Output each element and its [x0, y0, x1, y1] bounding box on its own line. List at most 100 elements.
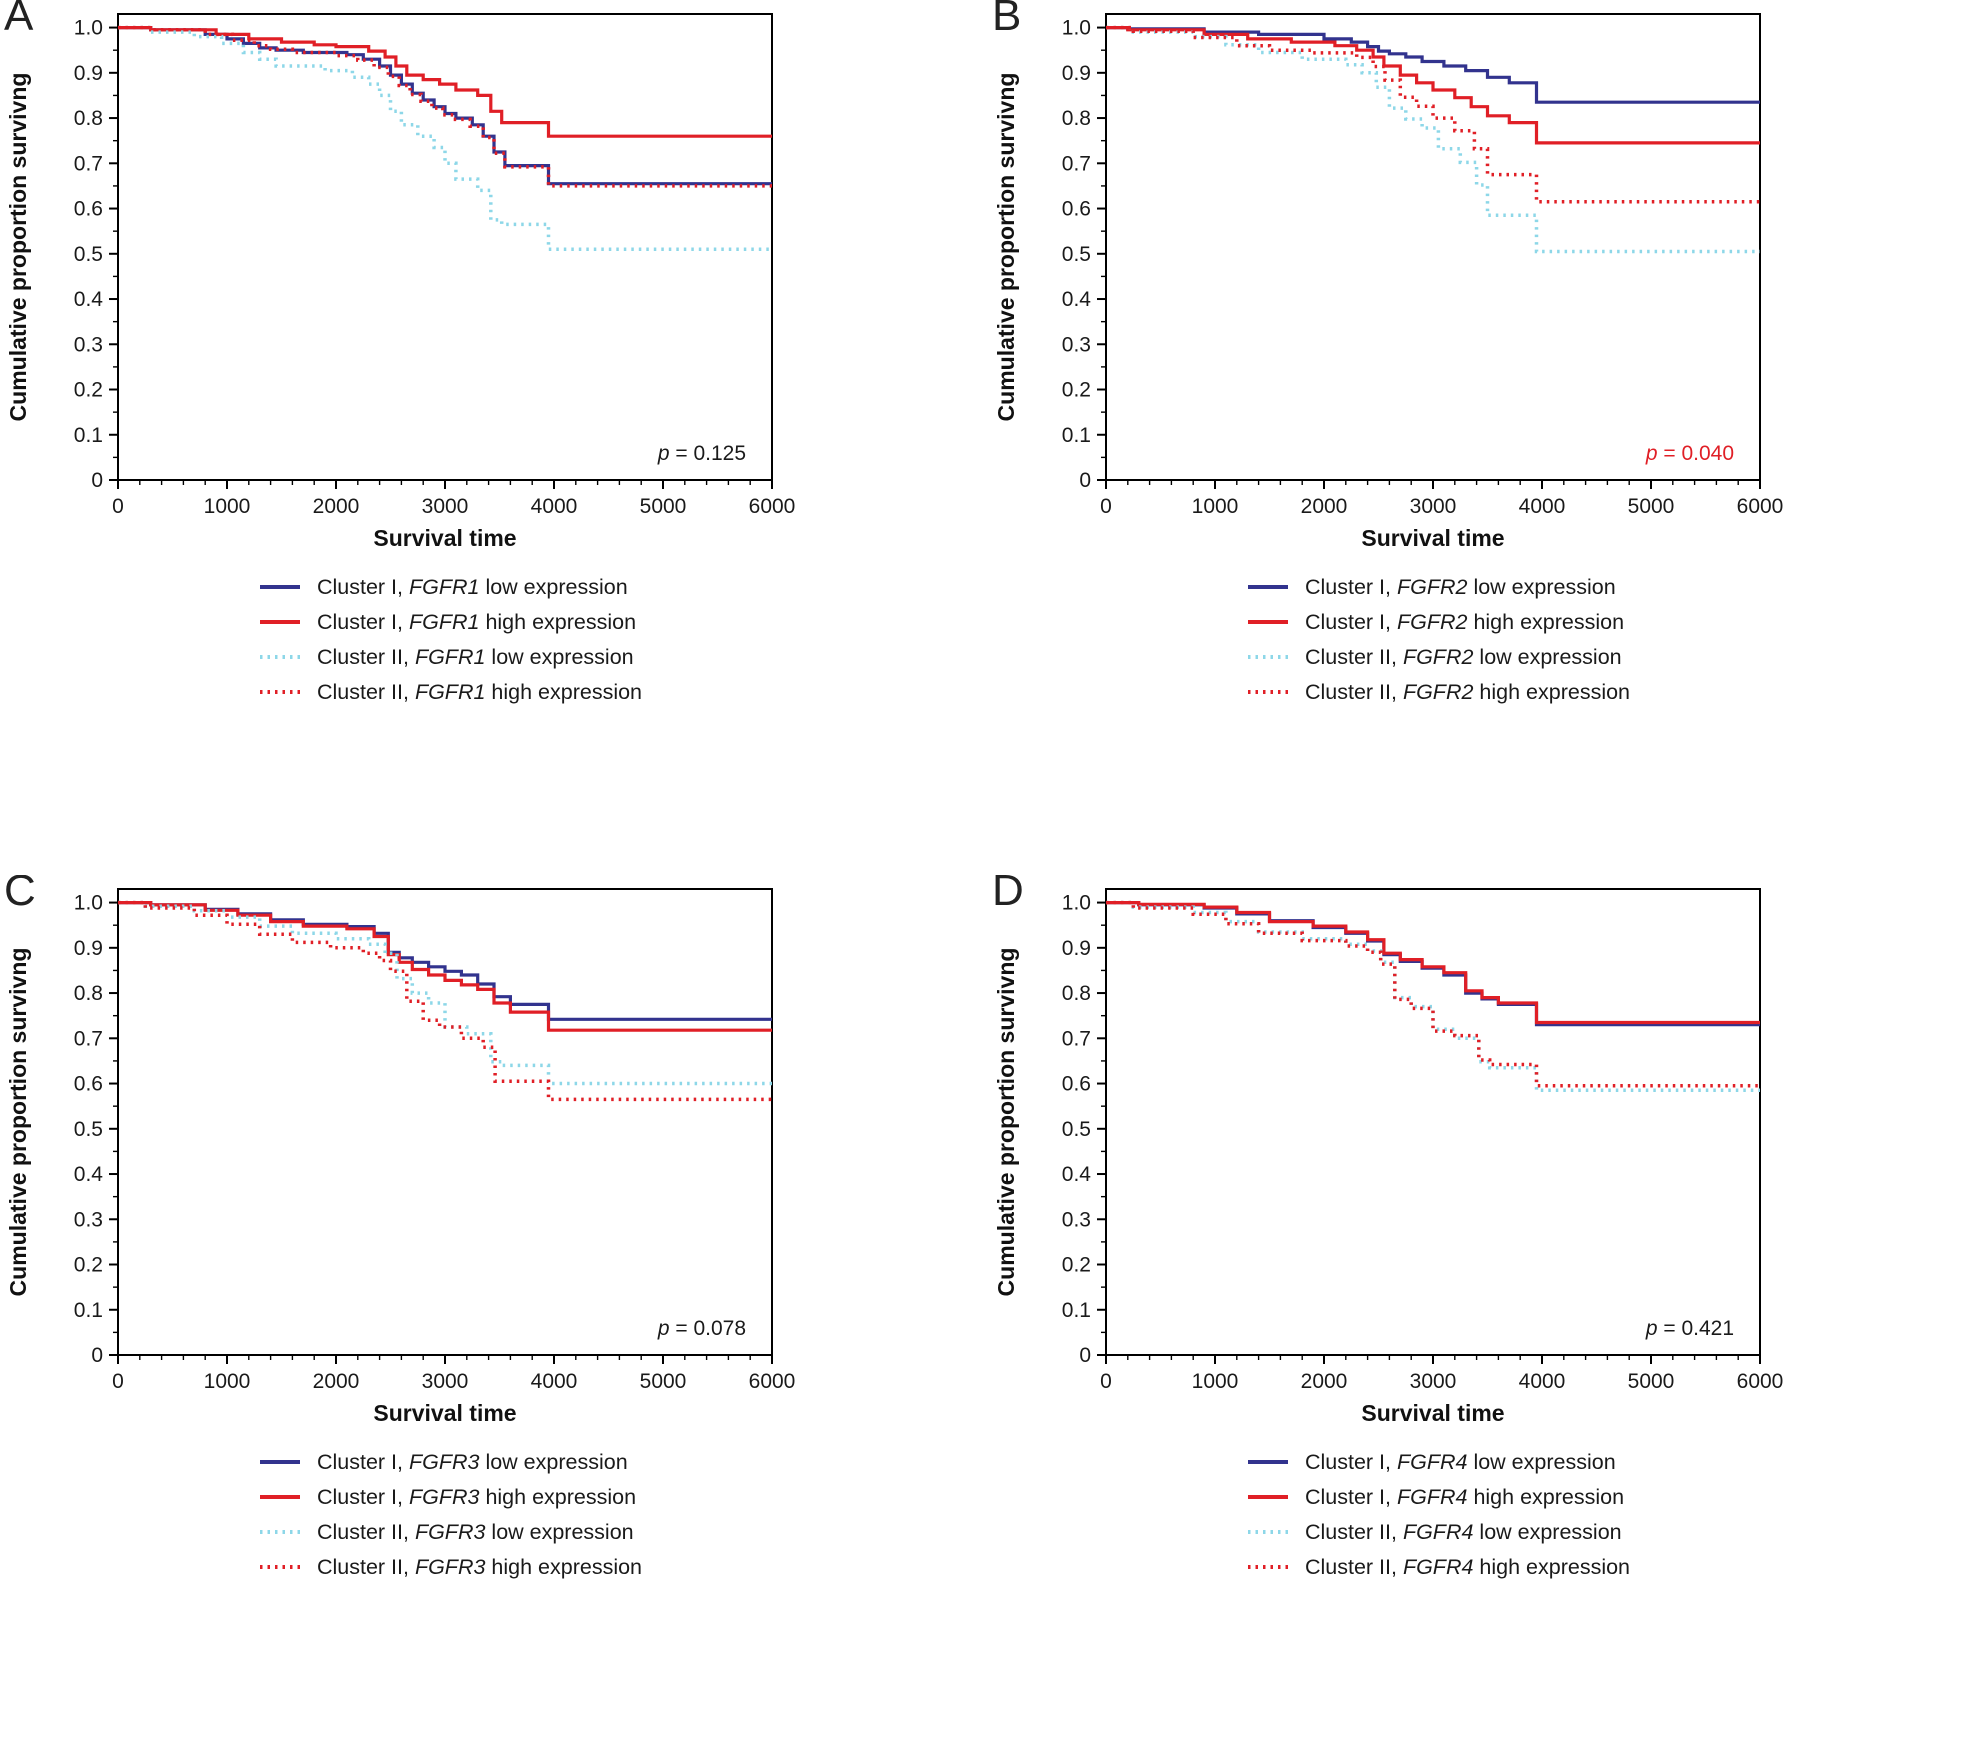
- svg-text:p = 0.125: p = 0.125: [657, 442, 746, 465]
- svg-text:0.3: 0.3: [1062, 333, 1091, 356]
- svg-text:5000: 5000: [640, 1370, 687, 1393]
- legend-label: Cluster I, FGFR1 high expression: [316, 609, 637, 634]
- svg-text:1000: 1000: [204, 495, 251, 518]
- svg-text:2000: 2000: [1301, 495, 1348, 518]
- svg-text:3000: 3000: [422, 1370, 469, 1393]
- legend-label: Cluster II, FGFR2 low expression: [1304, 644, 1622, 669]
- legend-line-swatch: [259, 1460, 300, 1465]
- svg-text:0.2: 0.2: [1062, 379, 1091, 402]
- legend-label: Cluster I, FGFR1 low expression: [316, 575, 628, 599]
- svg-text:6000: 6000: [1737, 1370, 1784, 1393]
- svg-text:Cumulative proportion survivng: Cumulative proportion survivng: [5, 948, 31, 1297]
- legend-item: Cluster I, FGFR3 high expression: [258, 1484, 642, 1511]
- survival-curve: [118, 25, 772, 252]
- svg-text:0: 0: [91, 1344, 103, 1367]
- legend: Cluster I, FGFR2 low expression Cluster …: [988, 574, 1888, 706]
- legend-line-swatch: [1247, 655, 1288, 660]
- legend-item: Cluster II, FGFR1 high expression: [258, 679, 642, 706]
- svg-text:3000: 3000: [422, 495, 469, 518]
- legend-label: Cluster I, FGFR4 high expression: [1304, 1484, 1625, 1509]
- svg-text:0.7: 0.7: [74, 152, 103, 175]
- panel-letter: D: [992, 875, 1024, 915]
- legend-item: Cluster II, FGFR4 low expression: [1246, 1519, 1630, 1546]
- survival-curve: [118, 25, 772, 188]
- plot-box: [117, 888, 773, 1356]
- legend-label: Cluster I, FGFR2 high expression: [1304, 609, 1625, 634]
- svg-text:6000: 6000: [1737, 495, 1784, 518]
- svg-text:6000: 6000: [749, 495, 796, 518]
- legend-label: Cluster I, FGFR4 low expression: [1304, 1450, 1616, 1474]
- legend-item: Cluster I, FGFR4 low expression: [1246, 1449, 1630, 1476]
- svg-text:Survival time: Survival time: [373, 1400, 516, 1426]
- svg-text:0.1: 0.1: [74, 1299, 103, 1322]
- legend-label: Cluster II, FGFR2 high expression: [1304, 679, 1631, 704]
- legend: Cluster I, FGFR1 low expression Cluster …: [0, 574, 900, 706]
- svg-text:Survival time: Survival time: [373, 525, 516, 551]
- svg-text:3000: 3000: [1410, 1370, 1457, 1393]
- svg-text:0: 0: [1100, 1370, 1112, 1393]
- survival-curve: [1106, 26, 1760, 104]
- svg-text:0.8: 0.8: [1062, 107, 1091, 130]
- legend-label: Cluster II, FGFR3 low expression: [316, 1519, 634, 1544]
- svg-text:0.9: 0.9: [74, 937, 103, 960]
- svg-text:2000: 2000: [313, 1370, 360, 1393]
- svg-text:Survival time: Survival time: [1361, 525, 1504, 551]
- svg-text:6000: 6000: [749, 1370, 796, 1393]
- svg-text:0.5: 0.5: [1062, 1118, 1091, 1141]
- svg-text:1.0: 1.0: [1062, 892, 1091, 915]
- svg-text:0.6: 0.6: [1062, 198, 1091, 221]
- legend-item: Cluster II, FGFR2 low expression: [1246, 644, 1630, 671]
- survival-curve: [1106, 901, 1760, 1025]
- survival-plot: 0 0.1 0.2 0.3 0.4 0.5 0.6 0.7 0.8 0.9 1.0 0 1000 2000…: [5, 888, 796, 1426]
- svg-text:0.4: 0.4: [1062, 1163, 1092, 1186]
- legend-line-swatch: [1247, 620, 1288, 625]
- survival-curve: [118, 900, 772, 1086]
- legend-line-swatch: [259, 1495, 300, 1500]
- survival-panel-b: B 0 0.1 0.2 0.3 0.4 0.5 0.6 0.7 0.8 0.9 1.0 0 1000 20…: [988, 0, 1976, 875]
- svg-text:0: 0: [1079, 469, 1091, 492]
- svg-text:0: 0: [1100, 495, 1112, 518]
- svg-text:1.0: 1.0: [1062, 17, 1091, 40]
- svg-text:0: 0: [1079, 1344, 1091, 1367]
- survival-curve: [118, 900, 772, 1102]
- svg-text:5000: 5000: [1628, 495, 1675, 518]
- survival-curve: [1106, 901, 1760, 1027]
- survival-curve: [1106, 900, 1760, 1088]
- svg-text:0.7: 0.7: [1062, 1027, 1091, 1050]
- svg-text:0: 0: [112, 1370, 124, 1393]
- svg-text:p = 0.421: p = 0.421: [1645, 1317, 1734, 1340]
- survival-panel-c: C 0 0.1 0.2 0.3 0.4 0.5 0.6 0.7 0.8 0.9 1.0 0 1000 20…: [0, 875, 988, 1750]
- panel-letter: C: [4, 875, 36, 915]
- svg-text:0.2: 0.2: [74, 1254, 103, 1277]
- svg-text:0.1: 0.1: [74, 424, 103, 447]
- legend-label: Cluster II, FGFR3 high expression: [316, 1554, 643, 1579]
- svg-text:2000: 2000: [313, 495, 360, 518]
- svg-text:0.4: 0.4: [1062, 288, 1092, 311]
- svg-text:5000: 5000: [1628, 1370, 1675, 1393]
- legend-line-swatch: [259, 1530, 300, 1535]
- svg-text:1000: 1000: [204, 1370, 251, 1393]
- legend-line-swatch: [259, 655, 300, 660]
- svg-text:0.3: 0.3: [74, 333, 103, 356]
- svg-text:4000: 4000: [1519, 1370, 1566, 1393]
- survival-curve: [118, 901, 772, 1021]
- svg-text:0.1: 0.1: [1062, 1299, 1091, 1322]
- legend: Cluster I, FGFR3 low expression Cluster …: [0, 1449, 900, 1581]
- legend-label: Cluster II, FGFR1 high expression: [316, 679, 643, 704]
- svg-text:0.9: 0.9: [1062, 937, 1091, 960]
- svg-text:0.6: 0.6: [1062, 1073, 1091, 1096]
- svg-text:4000: 4000: [531, 495, 578, 518]
- legend-label: Cluster II, FGFR4 low expression: [1304, 1519, 1622, 1544]
- svg-text:Survival time: Survival time: [1361, 1400, 1504, 1426]
- panel-letter: B: [992, 0, 1022, 40]
- survival-curve: [118, 26, 772, 138]
- survival-plot: 0 0.1 0.2 0.3 0.4 0.5 0.6 0.7 0.8 0.9 1.0 0 1000 2000…: [993, 888, 1784, 1426]
- legend-item: Cluster I, FGFR2 high expression: [1246, 609, 1630, 636]
- legend-item: Cluster II, FGFR1 low expression: [258, 644, 642, 671]
- svg-text:0: 0: [112, 495, 124, 518]
- legend-item: Cluster I, FGFR1 high expression: [258, 609, 642, 636]
- svg-text:0.7: 0.7: [74, 1027, 103, 1050]
- survival-curve: [118, 901, 772, 1032]
- legend-line-swatch: [259, 620, 300, 625]
